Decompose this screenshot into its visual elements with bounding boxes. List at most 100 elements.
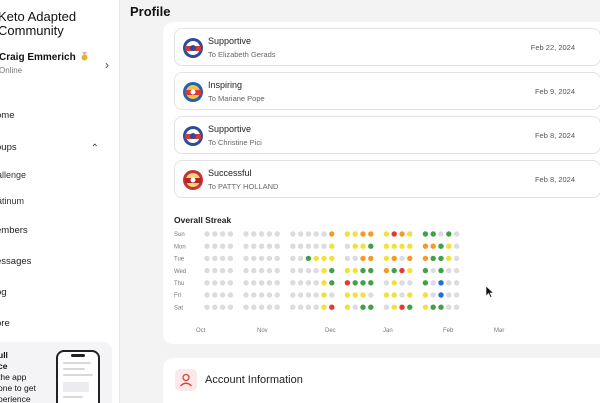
streak-dot[interactable] [227, 231, 234, 237]
streak-dot[interactable] [290, 243, 296, 249]
streak-dot[interactable] [258, 243, 265, 249]
streak-dot[interactable] [391, 280, 397, 286]
streak-dot[interactable] [383, 231, 390, 237]
streak-dot[interactable] [227, 255, 234, 262]
streak-dot[interactable] [446, 280, 452, 286]
streak-dot[interactable] [446, 231, 452, 237]
streak-dot[interactable] [329, 231, 335, 237]
kudo-item[interactable]: Inspiring To Mariane Pope Feb 9, 2024 [174, 72, 600, 110]
streak-dot[interactable] [290, 280, 296, 286]
streak-dot[interactable] [430, 267, 436, 274]
streak-dot[interactable] [344, 280, 351, 286]
streak-dot[interactable] [204, 267, 210, 274]
streak-dot[interactable] [453, 231, 460, 237]
streak-dot[interactable] [321, 304, 327, 310]
streak-dot[interactable] [360, 255, 366, 262]
streak-dot[interactable] [313, 304, 319, 310]
streak-dot[interactable] [297, 292, 304, 298]
streak-dot[interactable] [422, 304, 429, 310]
streak-dot[interactable] [251, 304, 257, 310]
streak-dot[interactable] [407, 304, 413, 310]
streak-dot[interactable] [297, 280, 304, 286]
streak-dot[interactable] [438, 255, 444, 262]
streak-dot[interactable] [313, 280, 319, 286]
streak-dot[interactable] [422, 243, 429, 249]
streak-dot[interactable] [243, 255, 249, 262]
streak-dot[interactable] [368, 231, 374, 237]
streak-dot[interactable] [227, 280, 234, 286]
streak-dot[interactable] [305, 243, 312, 249]
streak-dot[interactable] [430, 280, 436, 286]
streak-dot[interactable] [422, 255, 429, 262]
streak-dot[interactable] [438, 292, 444, 298]
streak-dot[interactable] [430, 304, 436, 310]
streak-dot[interactable] [391, 304, 397, 310]
streak-dot[interactable] [274, 255, 280, 262]
nav-more[interactable]: ore [0, 318, 10, 329]
streak-dot[interactable] [204, 292, 210, 298]
kudo-item[interactable]: Supportive To Elizabeth Gerads Feb 22, 2… [174, 28, 600, 66]
streak-dot[interactable] [360, 280, 366, 286]
streak-dot[interactable] [212, 267, 218, 274]
streak-dot[interactable] [391, 231, 397, 237]
streak-dot[interactable] [399, 292, 405, 298]
streak-dot[interactable] [368, 304, 374, 310]
community-name[interactable]: Keto Adapted Community [0, 9, 77, 38]
streak-dot[interactable] [430, 292, 436, 298]
streak-dot[interactable] [204, 304, 210, 310]
streak-dot[interactable] [219, 231, 226, 237]
streak-dot[interactable] [212, 292, 218, 298]
streak-dot[interactable] [391, 292, 397, 298]
streak-dot[interactable] [297, 255, 304, 262]
app-promo[interactable]: ull ce the app one to get perience [0, 342, 112, 403]
streak-dot[interactable] [258, 231, 265, 237]
streak-dot[interactable] [227, 267, 234, 274]
streak-dot[interactable] [204, 280, 210, 286]
streak-dot[interactable] [383, 292, 390, 298]
streak-dot[interactable] [446, 255, 452, 262]
streak-dot[interactable] [438, 304, 444, 310]
streak-dot[interactable] [251, 267, 257, 274]
streak-dot[interactable] [274, 267, 280, 274]
streak-dot[interactable] [297, 231, 304, 237]
streak-dot[interactable] [407, 267, 413, 274]
streak-dot[interactable] [360, 292, 366, 298]
streak-dot[interactable] [344, 231, 351, 237]
streak-dot[interactable] [212, 243, 218, 249]
streak-dot[interactable] [399, 304, 405, 310]
streak-dot[interactable] [305, 255, 312, 262]
streak-dot[interactable] [321, 280, 327, 286]
streak-dot[interactable] [407, 243, 413, 249]
streak-dot[interactable] [258, 304, 265, 310]
streak-dot[interactable] [383, 267, 390, 274]
streak-dot[interactable] [274, 243, 280, 249]
streak-dot[interactable] [383, 255, 390, 262]
streak-dot[interactable] [453, 292, 460, 298]
streak-dot[interactable] [321, 292, 327, 298]
streak-dot[interactable] [430, 231, 436, 237]
streak-dot[interactable] [422, 231, 429, 237]
streak-dot[interactable] [399, 280, 405, 286]
streak-dot[interactable] [313, 231, 319, 237]
streak-dot[interactable] [391, 255, 397, 262]
streak-dot[interactable] [297, 304, 304, 310]
streak-dot[interactable] [383, 304, 390, 310]
streak-dot[interactable] [251, 292, 257, 298]
streak-dot[interactable] [243, 292, 249, 298]
streak-dot[interactable] [297, 267, 304, 274]
streak-dot[interactable] [430, 255, 436, 262]
streak-dot[interactable] [352, 292, 358, 298]
streak-dot[interactable] [243, 243, 249, 249]
streak-dot[interactable] [243, 267, 249, 274]
streak-dot[interactable] [438, 243, 444, 249]
user-profile-link[interactable]: Craig Emmerich Online › [0, 52, 119, 82]
streak-dot[interactable] [344, 267, 351, 274]
streak-dot[interactable] [219, 280, 226, 286]
streak-dot[interactable] [251, 255, 257, 262]
streak-dot[interactable] [266, 280, 273, 286]
streak-dot[interactable] [243, 280, 249, 286]
streak-dot[interactable] [407, 292, 413, 298]
streak-dot[interactable] [258, 292, 265, 298]
streak-dot[interactable] [274, 292, 280, 298]
streak-dot[interactable] [274, 304, 280, 310]
